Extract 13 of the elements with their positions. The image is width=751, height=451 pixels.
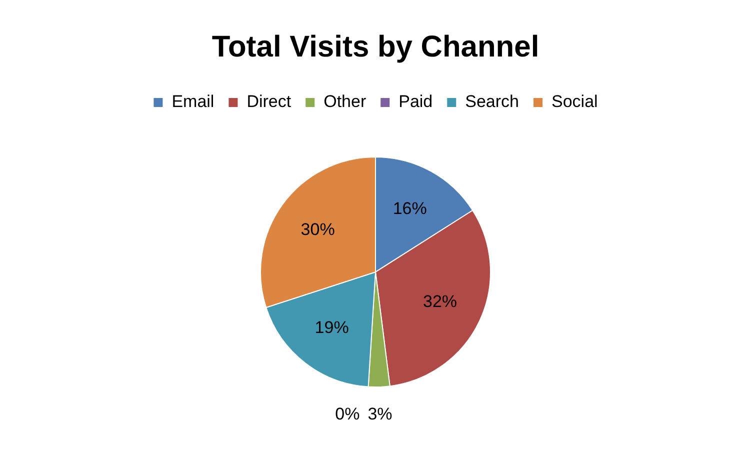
- chart-title: Total Visits by Channel: [212, 30, 540, 64]
- legend-label: Paid: [398, 92, 433, 112]
- legend-label: Search: [465, 92, 520, 112]
- legend-label: Other: [324, 92, 366, 112]
- data-label: 19%: [314, 318, 349, 338]
- legend-label: Direct: [246, 92, 292, 112]
- data-label: 3%: [368, 404, 392, 424]
- text: 0%: [335, 404, 360, 424]
- data-label: 32%: [423, 292, 458, 312]
- data-label: 16%: [392, 199, 427, 218]
- legend-label: Email: [172, 92, 214, 112]
- legend-label: Social: [552, 92, 598, 112]
- data-label: 30%: [300, 220, 335, 239]
